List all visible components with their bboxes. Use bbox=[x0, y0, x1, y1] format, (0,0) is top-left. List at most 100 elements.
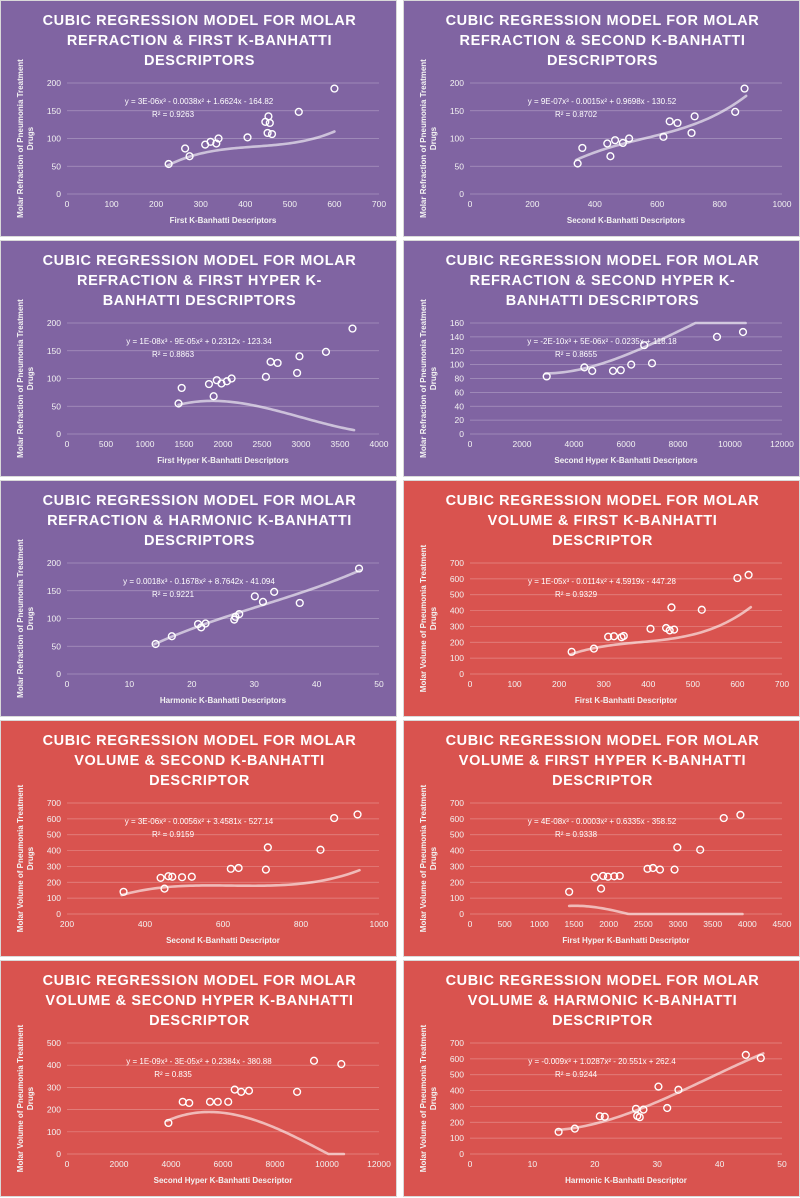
data-point bbox=[733, 573, 742, 583]
regression-equation: y = 4E-08x³ - 0.0003x² + 0.6335x - 358.5… bbox=[528, 817, 677, 826]
x-tick-label: 200 bbox=[60, 919, 74, 929]
y-axis-label: Molar Refraction of Pneumonia TreatmentD… bbox=[419, 59, 438, 218]
y-axis-label: Molar Refraction of Pneumonia TreatmentD… bbox=[16, 299, 35, 458]
y-tick-label: 200 bbox=[450, 1117, 464, 1127]
chart-svg: CUBIC REGRESSION MODEL FOR MOLAR VOLUME &… bbox=[16, 973, 391, 1185]
y-tick-label: 50 bbox=[455, 161, 465, 171]
y-axis-label: Molar Refraction of Pneumonia TreatmentD… bbox=[16, 539, 35, 698]
x-tick-label: 40 bbox=[715, 1159, 725, 1169]
x-axis-label: Second Hyper K-Banhatti Descriptors bbox=[554, 456, 698, 465]
data-point bbox=[731, 107, 740, 116]
cubic-trendline bbox=[153, 568, 362, 646]
y-axis-label-line: Molar Refraction of Pneumonia Treatment bbox=[419, 59, 428, 218]
x-axis-label: First K-Banhatti Descriptor bbox=[575, 696, 677, 705]
data-point bbox=[610, 872, 619, 881]
chart-title-line: CUBIC REGRESSION MODEL FOR MOLAR bbox=[446, 733, 760, 749]
x-tick-label: 100 bbox=[507, 679, 521, 689]
y-tick-label: 400 bbox=[450, 606, 464, 616]
y-tick-label: 300 bbox=[450, 1101, 464, 1111]
data-point bbox=[264, 112, 273, 121]
data-point bbox=[295, 352, 304, 361]
y-axis-label-line: Drugs bbox=[429, 366, 438, 390]
data-point bbox=[599, 871, 608, 881]
y-tick-label: 0 bbox=[459, 909, 464, 919]
data-point bbox=[164, 1118, 173, 1128]
x-tick-label: 4000 bbox=[370, 439, 389, 449]
x-tick-label: 1500 bbox=[175, 439, 194, 449]
regression-equation: y = 0.0018x³ - 0.1678x² + 8.7642x - 41.0… bbox=[123, 577, 275, 586]
r-squared-label: R² = 0.8655 bbox=[555, 350, 598, 359]
data-point bbox=[740, 84, 749, 93]
y-tick-label: 200 bbox=[47, 877, 61, 887]
data-point bbox=[604, 632, 613, 641]
y-tick-label: 120 bbox=[450, 346, 464, 356]
chart-title-line: CUBIC REGRESSION MODEL FOR MOLAR bbox=[43, 973, 357, 989]
cubic-trendline bbox=[567, 904, 744, 916]
x-tick-label: 3500 bbox=[331, 439, 350, 449]
data-point bbox=[348, 324, 357, 333]
data-point bbox=[687, 128, 696, 138]
y-axis-label-line: Drugs bbox=[26, 1086, 35, 1110]
x-tick-label: 3000 bbox=[669, 919, 688, 929]
data-point bbox=[542, 372, 551, 381]
y-axis-label-line: Drugs bbox=[26, 846, 35, 870]
y-tick-label: 700 bbox=[47, 798, 61, 808]
y-tick-label: 0 bbox=[459, 189, 464, 199]
data-point bbox=[610, 136, 620, 145]
data-point bbox=[639, 1105, 648, 1114]
regression-equation: y = 1E-05x³ - 0.0114x² + 4.5919x - 447.2… bbox=[528, 577, 676, 586]
r-squared-label: R² = 0.9221 bbox=[152, 590, 195, 599]
y-tick-label: 100 bbox=[47, 893, 61, 903]
regression-equation: y = -0.009x³ + 1.0287x² - 20.551x + 262.… bbox=[528, 1057, 676, 1066]
cubic-trendline bbox=[556, 1052, 765, 1132]
y-tick-label: 80 bbox=[455, 374, 465, 384]
y-tick-label: 150 bbox=[47, 106, 61, 116]
data-point bbox=[164, 872, 173, 881]
data-point bbox=[600, 1112, 609, 1121]
regression-equation: y = 3E-06x³ - 0.0038x² + 1.6624x - 164.8… bbox=[125, 97, 274, 106]
chart-title-line: REFRACTION & SECOND HYPER K- bbox=[470, 273, 736, 289]
x-tick-label: 6000 bbox=[214, 1159, 233, 1169]
regression-equation: y = 3E-06x³ - 0.0056x² + 3.4581x - 527.1… bbox=[125, 817, 274, 826]
data-point bbox=[596, 884, 606, 893]
y-axis-label-line: Molar Volume of Pneumonia Treatment bbox=[419, 1024, 428, 1172]
data-point bbox=[267, 129, 277, 139]
y-tick-label: 100 bbox=[47, 374, 61, 384]
chart-title-line: CUBIC REGRESSION MODEL FOR MOLAR bbox=[43, 733, 357, 749]
x-tick-label: 30 bbox=[249, 679, 259, 689]
y-tick-label: 600 bbox=[47, 814, 61, 824]
y-tick-label: 0 bbox=[459, 429, 464, 439]
chart-svg: CUBIC REGRESSION MODEL FOR MOLAR REFRACTI… bbox=[419, 253, 794, 465]
x-tick-label: 10000 bbox=[718, 439, 742, 449]
data-point bbox=[741, 1050, 750, 1059]
data-point bbox=[353, 810, 362, 819]
data-point bbox=[608, 366, 618, 375]
x-tick-label: 4000 bbox=[565, 439, 584, 449]
cubic-trendline bbox=[165, 130, 336, 167]
data-point bbox=[263, 128, 272, 138]
cubic-trendline bbox=[568, 605, 753, 656]
data-point bbox=[665, 117, 674, 126]
y-tick-label: 0 bbox=[56, 669, 61, 679]
y-tick-label: 0 bbox=[56, 429, 61, 439]
y-axis-label: Molar Refraction of Pneumonia TreatmentD… bbox=[419, 299, 438, 458]
y-tick-label: 500 bbox=[47, 1038, 61, 1048]
chart-title-line: BANHATTI DESCRIPTORS bbox=[103, 293, 297, 309]
x-tick-label: 4000 bbox=[738, 919, 757, 929]
chart-svg: CUBIC REGRESSION MODEL FOR MOLAR VOLUME &… bbox=[419, 733, 792, 945]
x-tick-label: 200 bbox=[149, 199, 163, 209]
data-point bbox=[151, 639, 160, 649]
x-tick-label: 4000 bbox=[162, 1159, 181, 1169]
y-tick-label: 0 bbox=[56, 1149, 61, 1159]
y-axis-label-line: Drugs bbox=[429, 1086, 438, 1110]
chart-title-line: VOLUME & FIRST HYPER K-BANHATTI bbox=[459, 753, 746, 769]
y-axis-label-line: Drugs bbox=[429, 606, 438, 630]
data-point bbox=[263, 843, 272, 852]
data-point bbox=[615, 871, 624, 881]
data-point bbox=[265, 118, 274, 128]
data-point bbox=[168, 872, 177, 881]
y-tick-label: 100 bbox=[47, 134, 61, 144]
x-tick-label: 0 bbox=[468, 199, 473, 209]
data-point bbox=[250, 592, 259, 601]
x-tick-label: 10 bbox=[125, 679, 135, 689]
